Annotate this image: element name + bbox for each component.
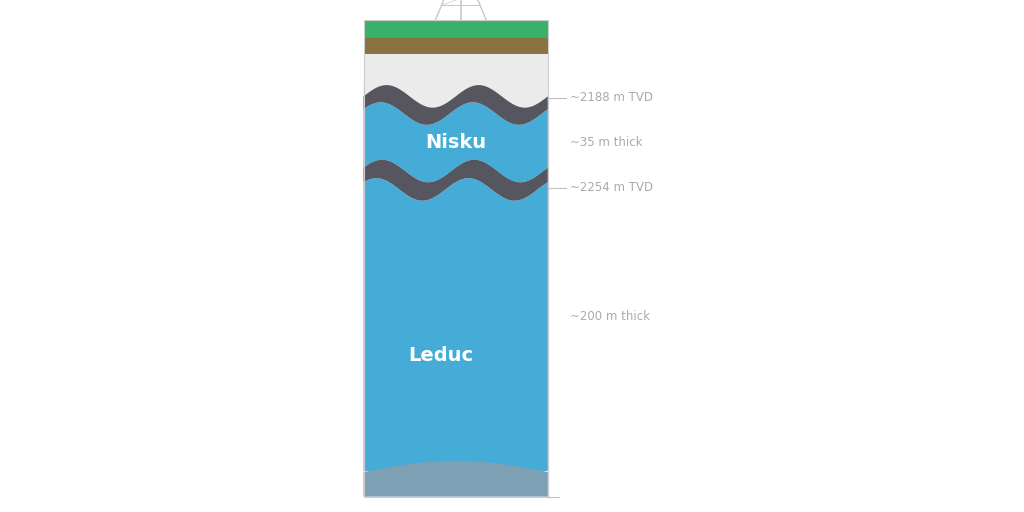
- Text: ~200 m thick: ~200 m thick: [570, 310, 650, 323]
- Bar: [364, 20, 548, 497]
- Polygon shape: [364, 461, 548, 497]
- Text: ~35 m thick: ~35 m thick: [570, 136, 643, 150]
- Text: Leduc: Leduc: [409, 346, 473, 366]
- Polygon shape: [364, 102, 548, 182]
- Text: ~2188 m TVD: ~2188 m TVD: [570, 92, 653, 104]
- Bar: [364, 38, 548, 54]
- Bar: [364, 20, 548, 497]
- Polygon shape: [364, 85, 548, 125]
- Polygon shape: [364, 178, 548, 471]
- Bar: [364, 20, 548, 38]
- Polygon shape: [364, 82, 548, 108]
- Polygon shape: [364, 160, 548, 201]
- Bar: [364, 54, 548, 82]
- Text: ~2254 m TVD: ~2254 m TVD: [570, 181, 653, 195]
- Text: Nisku: Nisku: [425, 133, 486, 152]
